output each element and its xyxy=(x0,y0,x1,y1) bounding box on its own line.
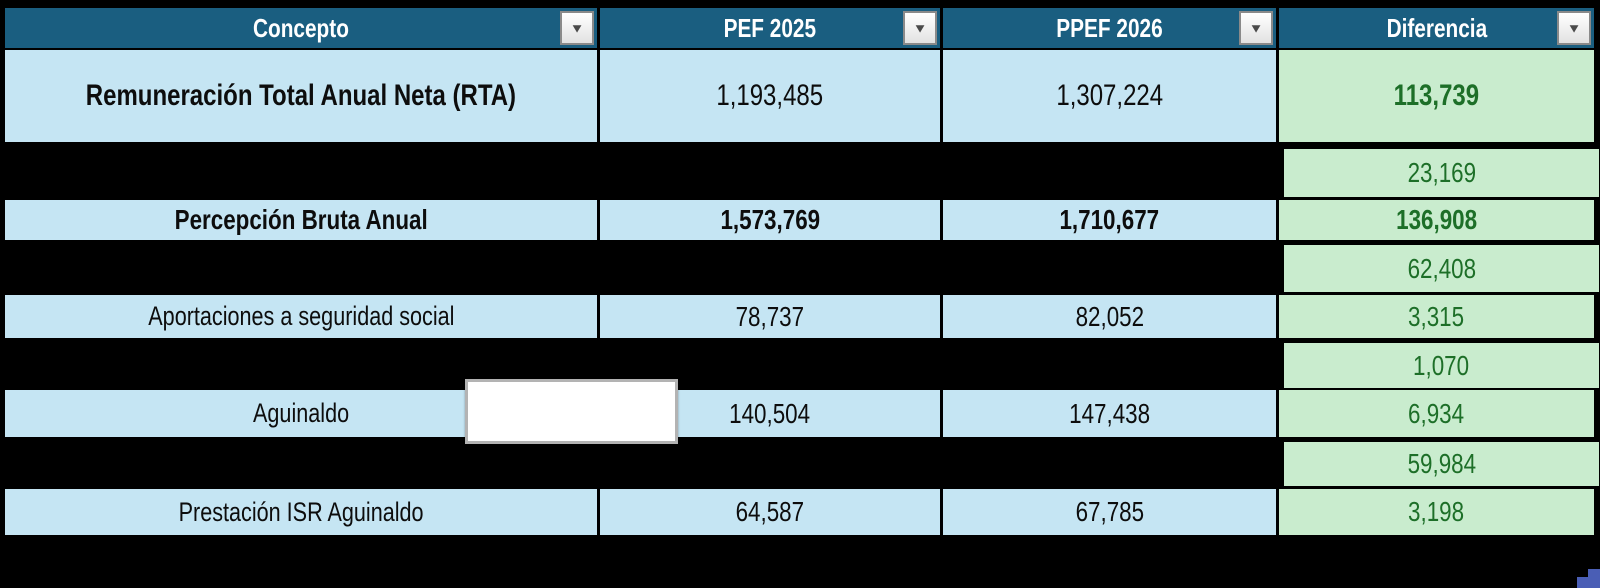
corner-logo-fragment xyxy=(1588,569,1600,588)
header-concepto[interactable]: Concepto ▼ xyxy=(5,8,597,48)
cell-diferencia-hidden-row[interactable]: 23,169 xyxy=(1284,149,1599,197)
table-row: Aguinaldo 140,504 147,438 6,934 xyxy=(5,390,1594,437)
diferencia-value: 62,408 xyxy=(1407,252,1476,284)
filter-button-pef-2025[interactable]: ▼ xyxy=(903,11,937,45)
cell-ppef-2026[interactable]: 82,052 xyxy=(943,295,1276,338)
table-row: Aportaciones a seguridad social 78,737 8… xyxy=(5,295,1594,338)
header-row: Concepto ▼ PEF 2025 ▼ PPEF 2026 ▼ Difere… xyxy=(5,8,1594,48)
cell-diferencia-hidden-row[interactable]: 59,984 xyxy=(1284,442,1599,486)
cell-diferencia-hidden-row[interactable]: 62,408 xyxy=(1284,245,1599,292)
filter-button-concepto[interactable]: ▼ xyxy=(560,11,594,45)
diferencia-value: 1,070 xyxy=(1413,349,1470,381)
cell-diferencia[interactable]: 3,198 xyxy=(1279,489,1594,535)
cell-diferencia[interactable]: 3,315 xyxy=(1279,295,1594,338)
table-row: Remuneración Total Anual Neta (RTA) 1,19… xyxy=(5,50,1594,142)
diferencia-value: 136,908 xyxy=(1396,204,1477,235)
diferencia-value: 3,198 xyxy=(1408,496,1465,527)
concepto-label: Aguinaldo xyxy=(252,398,350,428)
filter-dropdown-icon: ▼ xyxy=(1248,20,1264,36)
header-diferencia[interactable]: Diferencia ▼ xyxy=(1279,8,1594,48)
ppef-2026-value: 67,785 xyxy=(1075,496,1144,527)
header-concepto-label: Concepto xyxy=(253,12,349,43)
filter-dropdown-icon: ▼ xyxy=(569,20,585,36)
diferencia-value: 3,315 xyxy=(1408,300,1465,332)
diferencia-value: 59,984 xyxy=(1407,448,1476,479)
concepto-label: Prestación ISR Aguinaldo xyxy=(178,496,424,527)
cell-pef-2025[interactable]: 64,587 xyxy=(600,489,940,535)
cell-diferencia[interactable]: 136,908 xyxy=(1279,200,1594,240)
corner-logo-fragment xyxy=(1577,577,1588,588)
ppef-2026-value: 1,710,677 xyxy=(1059,204,1160,235)
concepto-label: Remuneración Total Anual Neta (RTA) xyxy=(85,79,517,112)
header-pef-2025[interactable]: PEF 2025 ▼ xyxy=(600,8,940,48)
cell-ppef-2026[interactable]: 147,438 xyxy=(943,390,1276,437)
cell-pef-2025[interactable]: 78,737 xyxy=(600,295,940,338)
filter-dropdown-icon: ▼ xyxy=(912,20,928,36)
table-row: Percepción Bruta Anual 1,573,769 1,710,6… xyxy=(5,200,1594,240)
ppef-2026-value: 147,438 xyxy=(1069,397,1150,429)
cell-ppef-2026[interactable]: 67,785 xyxy=(943,489,1276,535)
cell-diferencia-hidden-row[interactable]: 1,070 xyxy=(1284,343,1599,388)
table-row: Prestación ISR Aguinaldo 64,587 67,785 3… xyxy=(5,489,1594,535)
filter-dropdown-icon: ▼ xyxy=(1566,20,1582,36)
ppef-2026-value: 1,307,224 xyxy=(1056,79,1163,112)
cell-concepto[interactable]: Remuneración Total Anual Neta (RTA) xyxy=(5,50,597,142)
cell-pef-2025[interactable]: 1,573,769 xyxy=(600,200,940,240)
cell-concepto[interactable]: Prestación ISR Aguinaldo xyxy=(5,489,597,535)
header-pef-2025-label: PEF 2025 xyxy=(723,12,817,43)
cell-pef-2025[interactable]: 1,193,485 xyxy=(600,50,940,142)
header-ppef-2026-label: PPEF 2026 xyxy=(1056,12,1163,43)
cell-diferencia[interactable]: 113,739 xyxy=(1279,50,1594,142)
diferencia-value: 113,739 xyxy=(1393,79,1480,112)
pef-2025-value: 1,193,485 xyxy=(716,79,824,112)
filter-button-diferencia[interactable]: ▼ xyxy=(1557,11,1591,45)
cell-ppef-2026[interactable]: 1,710,677 xyxy=(943,200,1276,240)
filter-button-ppef-2026[interactable]: ▼ xyxy=(1239,11,1273,45)
pef-2025-value: 64,587 xyxy=(735,496,805,527)
diferencia-value: 23,169 xyxy=(1407,157,1476,188)
empty-overlay-box[interactable] xyxy=(465,379,678,444)
cell-concepto[interactable]: Percepción Bruta Anual xyxy=(5,200,597,240)
pef-2025-value: 78,737 xyxy=(735,300,805,332)
concepto-label: Percepción Bruta Anual xyxy=(174,204,428,235)
cell-concepto[interactable]: Aportaciones a seguridad social xyxy=(5,295,597,338)
diferencia-value: 6,934 xyxy=(1408,397,1465,429)
header-ppef-2026[interactable]: PPEF 2026 ▼ xyxy=(943,8,1276,48)
header-diferencia-label: Diferencia xyxy=(1386,12,1487,43)
ppef-2026-value: 82,052 xyxy=(1075,300,1144,332)
pef-2025-value: 140,504 xyxy=(729,397,811,429)
concepto-label: Aportaciones a seguridad social xyxy=(147,301,455,331)
cell-diferencia[interactable]: 6,934 xyxy=(1279,390,1594,437)
pef-2025-value: 1,573,769 xyxy=(720,204,820,235)
cell-ppef-2026[interactable]: 1,307,224 xyxy=(943,50,1276,142)
